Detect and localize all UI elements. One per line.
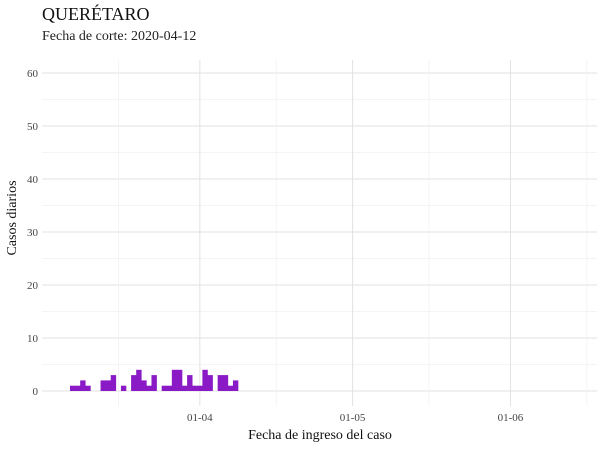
y-tick-label: 40	[27, 174, 39, 186]
y-tick-label: 60	[27, 68, 39, 80]
bar	[151, 375, 157, 391]
bar	[120, 385, 127, 391]
bar	[136, 369, 142, 391]
y-tick-label: 0	[33, 386, 39, 398]
y-axis-ticks: 0 10 20 30 40 50 60	[27, 68, 39, 398]
bar	[161, 385, 168, 391]
bar	[187, 375, 193, 391]
y-tick-label: 50	[27, 121, 39, 133]
bar	[131, 375, 137, 391]
bar	[197, 385, 203, 391]
bar	[80, 380, 86, 391]
grid-lines	[42, 60, 597, 406]
bar	[75, 385, 81, 391]
bar	[182, 385, 188, 391]
bar	[141, 380, 147, 391]
chart-title: QUERÉTARO	[42, 4, 150, 24]
chart-subtitle: Fecha de corte: 2020-04-12	[42, 29, 197, 44]
bar	[176, 369, 183, 391]
y-axis-label: Casos diarios	[5, 180, 20, 256]
bar	[100, 380, 106, 391]
bar	[217, 375, 224, 391]
bar	[70, 385, 76, 391]
bar	[171, 369, 178, 391]
x-tick-label: 01-05	[340, 412, 366, 424]
x-tick-label: 01-04	[187, 412, 213, 424]
y-tick-label: 10	[27, 333, 39, 345]
y-tick-label: 30	[27, 227, 39, 239]
bar	[202, 369, 208, 391]
bar	[232, 380, 239, 391]
x-axis-ticks: 01-04 01-05 01-06	[187, 412, 524, 424]
bar	[105, 380, 112, 391]
bar	[227, 385, 234, 391]
bar	[222, 375, 229, 391]
x-tick-label: 01-06	[498, 412, 524, 424]
bar	[110, 375, 117, 391]
bar	[146, 385, 152, 391]
bar	[85, 385, 91, 391]
x-axis-label: Fecha de ingreso del caso	[248, 428, 392, 443]
y-tick-label: 20	[27, 280, 39, 292]
bar	[207, 375, 213, 391]
bar	[166, 385, 173, 391]
bars	[70, 369, 239, 391]
bar	[192, 385, 198, 391]
